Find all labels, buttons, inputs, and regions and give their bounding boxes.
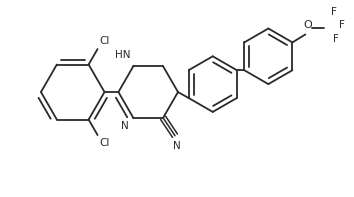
Text: Cl: Cl — [99, 36, 110, 46]
Text: O: O — [303, 20, 312, 31]
Text: HN: HN — [115, 50, 130, 60]
Text: F: F — [339, 20, 345, 30]
Text: N: N — [173, 141, 181, 151]
Text: F: F — [333, 34, 339, 45]
Text: Cl: Cl — [99, 138, 110, 149]
Text: N: N — [121, 121, 129, 131]
Text: F: F — [331, 7, 337, 17]
